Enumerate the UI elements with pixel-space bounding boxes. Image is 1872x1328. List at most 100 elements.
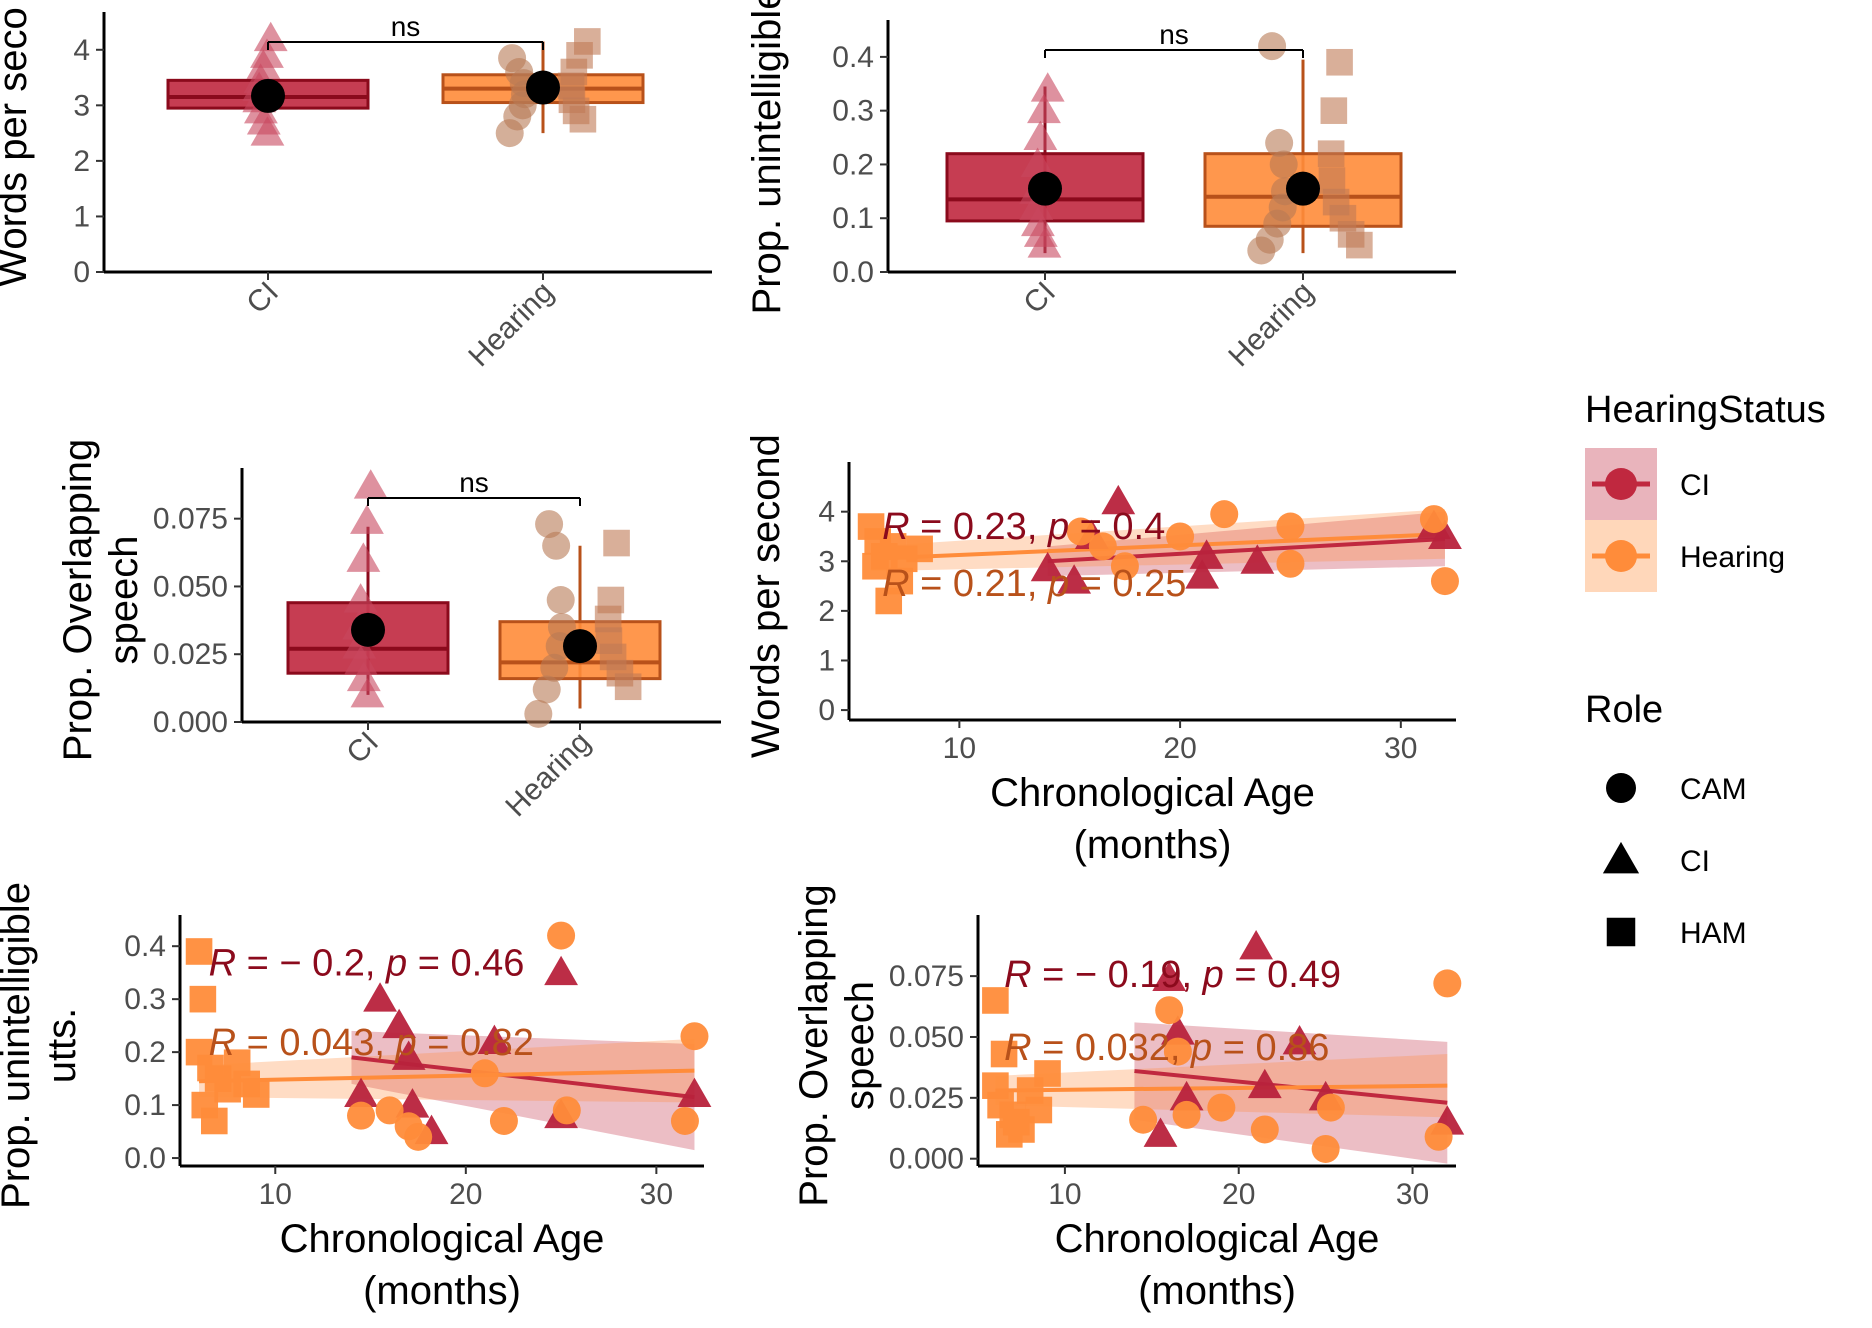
correlation-part: = 0.49 (1224, 954, 1341, 996)
legend-shape-ham (1606, 917, 1636, 947)
data-point (1025, 1096, 1053, 1124)
legend: HearingStatus CI Hearing Role CAM CI HAM (1585, 389, 1826, 950)
data-point (1311, 1134, 1340, 1163)
axes: 0 1 2 3 4 CI Hearing (73, 12, 712, 373)
data-point (680, 1022, 709, 1051)
data-point (1326, 48, 1353, 76)
correlation-part: p (1047, 506, 1069, 548)
confidence-band-ci (351, 1030, 695, 1151)
data-point (1019, 190, 1054, 220)
data-point (1002, 1108, 1030, 1136)
x-axis-title: (months) (363, 1269, 521, 1313)
correlation-part: p (1190, 1027, 1212, 1069)
x-tick-label: 30 (1384, 732, 1417, 765)
data-point (1317, 140, 1345, 167)
y-tick-label: 4 (818, 496, 835, 529)
axes: 0.000 0.025 0.050 0.075 10 20 30 (889, 915, 1456, 1211)
y-tick-label: 0.1 (124, 1089, 166, 1122)
correlation-part: = − 0.19, (1032, 954, 1203, 996)
data-point (1088, 532, 1117, 561)
significance-bracket: ns (367, 467, 581, 506)
y-tick-label: 0.0 (124, 1142, 166, 1175)
data-points (242, 21, 601, 148)
data-point (990, 1040, 1018, 1068)
data-point (200, 1107, 228, 1135)
data-point (1066, 517, 1095, 546)
data-point (1057, 564, 1092, 594)
legend-label: Hearing (1680, 541, 1785, 574)
data-point (346, 542, 381, 572)
y-axis-title: Prop. unintelligible (0, 882, 38, 1209)
mean-point-hearing (1286, 171, 1320, 206)
x-tick-label: Hearing (499, 726, 597, 824)
data-point (1320, 97, 1348, 124)
data-point (1027, 93, 1061, 124)
data-point (1419, 505, 1448, 534)
axes: 0.0 0.1 0.2 0.3 0.4 10 20 30 (124, 915, 704, 1211)
data-point (250, 116, 285, 146)
correlation-part: R (1004, 1027, 1031, 1069)
significance-bracket: ns (267, 11, 544, 50)
data-point (1316, 1093, 1345, 1122)
x-axis-title: Chronological Age (1055, 1217, 1380, 1261)
x-tick-label: Hearing (1222, 276, 1320, 374)
legend-title-hearingstatus: HearingStatus (1585, 389, 1826, 431)
correlation-part: R (882, 563, 909, 605)
legend-shape-ci (1602, 841, 1640, 874)
x-tick-label: 30 (1396, 1178, 1429, 1211)
legend-label: CI (1680, 469, 1710, 502)
x-axis-title: (months) (1138, 1269, 1296, 1313)
data-point (1101, 484, 1136, 515)
x-tick-label: Hearing (462, 276, 560, 374)
data-point (1239, 930, 1274, 960)
data-point (677, 1077, 712, 1107)
data-point (1240, 544, 1275, 574)
data-point (1027, 228, 1062, 258)
mean-point-ci (251, 78, 285, 113)
data-point (185, 938, 213, 965)
x-tick-label: 30 (640, 1178, 673, 1211)
data-points (857, 484, 1462, 615)
correlation-part: = 0.21, (910, 563, 1048, 605)
axes: 0 1 2 3 4 10 20 30 (818, 462, 1456, 765)
correlation-part: = 0.4 (1069, 506, 1165, 548)
data-point (1030, 72, 1065, 102)
data-point (346, 661, 381, 692)
y-tick-label: 3 (818, 545, 835, 578)
data-point (569, 105, 597, 133)
data-point (547, 921, 576, 950)
data-point (552, 1096, 581, 1125)
significance-label: ns (391, 11, 421, 42)
mean-point-ci (351, 612, 385, 647)
legend-title-role: Role (1585, 689, 1663, 731)
data-point (542, 531, 571, 560)
legend-shape-cam (1606, 773, 1636, 803)
data-point (350, 504, 384, 534)
data-point (1110, 552, 1139, 581)
confidence-band-hearing (199, 1038, 695, 1103)
y-tick-label: 0 (73, 256, 90, 289)
data-point (1207, 1093, 1236, 1122)
y-axis-title: Words per seco (0, 7, 35, 286)
y-tick-label: 2 (73, 145, 90, 178)
panel-box_unint: 0.0 0.1 0.2 0.3 0.4 CI Hearing Prop. unintellig… (745, 0, 1456, 373)
data-point (344, 1077, 378, 1107)
panel-scatter_overlap: 0.000 0.025 0.050 0.075 10 20 30 Prop. Overlapp… (792, 884, 1465, 1313)
significance-label: ns (1159, 19, 1189, 50)
mean-point-ci (1028, 171, 1062, 206)
y-axis-title: speech (102, 536, 146, 665)
correlation-part: p (385, 942, 407, 984)
data-point (1155, 996, 1184, 1025)
data-point (535, 510, 564, 539)
correlation-part: = 0.82 (417, 1022, 534, 1064)
data-point (347, 1101, 376, 1130)
panel-scatter_wps: 0 1 2 3 4 10 20 30 Words per second Chronological… (744, 434, 1462, 867)
y-tick-label: 4 (73, 34, 90, 67)
correlation-part: R (209, 942, 236, 984)
data-point (1428, 519, 1462, 549)
legend-label: CAM (1680, 773, 1747, 806)
data-point (1172, 1100, 1201, 1129)
mean-point-hearing (526, 70, 560, 105)
correlation-part: = − 0.2, (236, 942, 386, 984)
